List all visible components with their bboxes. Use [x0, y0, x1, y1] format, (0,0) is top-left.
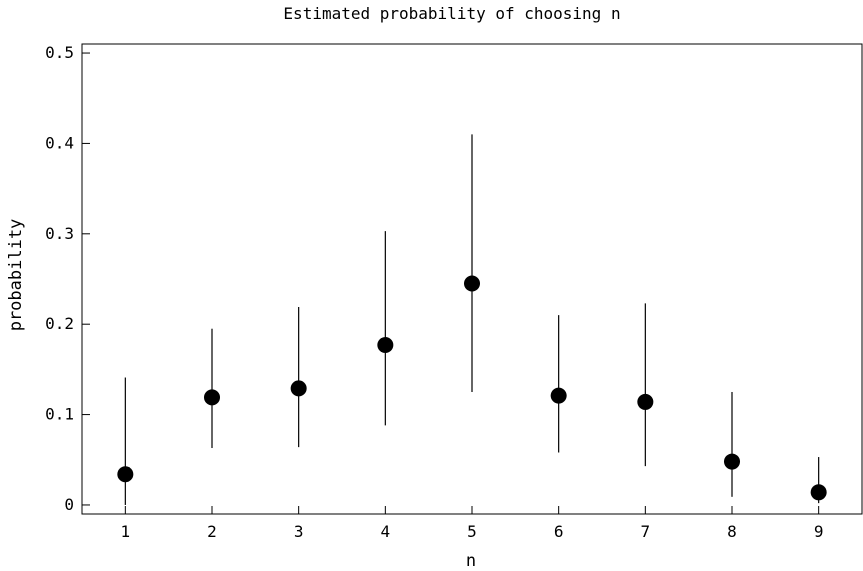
- y-tick-label: 0.5: [45, 43, 74, 62]
- y-axis-label: probability: [6, 219, 26, 332]
- chart-title: Estimated probability of choosing n: [283, 4, 620, 23]
- x-tick-label: 3: [294, 522, 304, 541]
- data-point: [377, 336, 394, 353]
- data-point: [204, 389, 220, 406]
- x-tick-label: 6: [554, 522, 564, 541]
- y-tick-label: 0: [64, 495, 74, 514]
- y-tick-label: 0.1: [45, 405, 74, 424]
- y-tick-label: 0.3: [45, 224, 74, 243]
- x-tick-label: 1: [121, 522, 131, 541]
- x-tick-label: 7: [641, 522, 651, 541]
- data-points: [117, 275, 827, 501]
- x-tick-label: 8: [727, 522, 737, 541]
- error-bars: [124, 134, 820, 505]
- x-axis-label: n: [466, 551, 476, 571]
- data-point: [464, 275, 480, 292]
- data-point: [637, 393, 654, 410]
- data-point: [550, 387, 567, 404]
- x-tick-label: 5: [467, 522, 477, 541]
- data-point: [117, 466, 134, 483]
- x-tick-label: 4: [381, 522, 391, 541]
- data-point: [724, 453, 740, 470]
- data-point: [290, 380, 307, 397]
- x-axis-ticks: 1 2 3 4 5 6 7 8 9: [121, 506, 824, 541]
- y-axis-ticks: 0 0.1 0.2 0.3 0.4 0.5: [45, 43, 90, 514]
- x-tick-label: 2: [207, 522, 217, 541]
- y-tick-label: 0.2: [45, 314, 74, 333]
- y-tick-label: 0.4: [45, 133, 74, 152]
- x-tick-label: 9: [814, 522, 824, 541]
- data-point: [810, 484, 827, 501]
